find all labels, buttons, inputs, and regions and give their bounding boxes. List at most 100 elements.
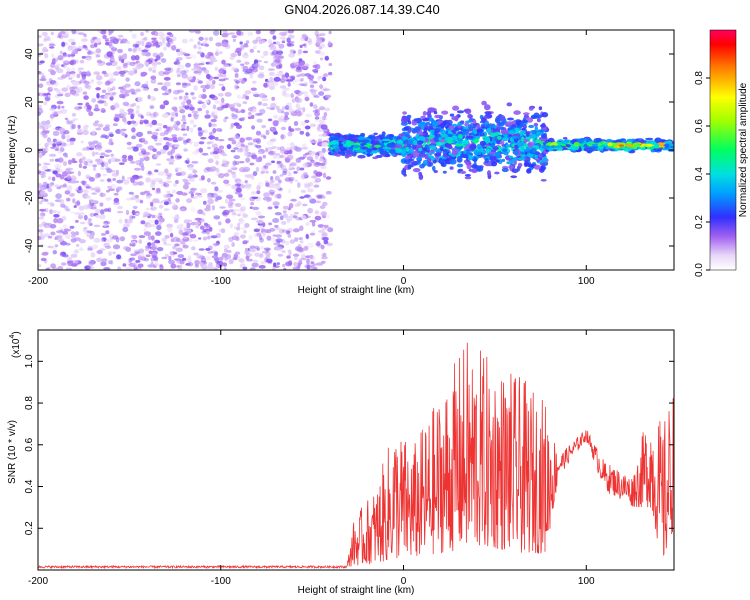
spec-blob — [100, 166, 105, 170]
spec-blob — [100, 209, 105, 215]
spec-blob — [185, 92, 189, 96]
spec-blob — [38, 35, 43, 38]
spec-blob — [150, 206, 158, 211]
spec-blob — [149, 113, 153, 116]
spec-blob — [194, 221, 200, 225]
spec-blob — [511, 136, 519, 139]
spec-blob — [268, 71, 275, 76]
spec-blob — [280, 126, 287, 131]
spec-blob — [103, 154, 110, 157]
spec-blob — [117, 48, 123, 54]
spec-blob — [284, 240, 290, 246]
spec-blob — [94, 104, 99, 110]
spec-blob — [515, 120, 521, 127]
spec-blob — [81, 180, 86, 186]
spec-blob — [322, 76, 327, 82]
spec-blob — [496, 159, 500, 163]
spec-blob — [193, 124, 197, 128]
spec-blob — [295, 90, 303, 97]
spec-blob — [328, 63, 333, 66]
spec-blob — [368, 135, 376, 140]
spec-blob — [206, 264, 214, 270]
spec-blob — [234, 208, 241, 212]
spec-blob — [90, 206, 97, 210]
spec-blob — [38, 53, 42, 57]
spec-blob — [328, 136, 334, 142]
snr-x-ticks: -200 -100 0 100 — [28, 330, 595, 587]
spec-blob — [276, 146, 282, 151]
spec-blob — [236, 226, 241, 231]
spec-blob — [464, 176, 472, 180]
spec-blob — [256, 144, 262, 149]
spec-blob — [312, 180, 319, 184]
spec-blob — [47, 202, 54, 205]
spec-blob — [534, 125, 538, 132]
spec-blob — [453, 127, 458, 132]
spec-blob — [129, 88, 136, 92]
spec-blob — [206, 141, 214, 144]
spec-blob — [304, 264, 311, 269]
spec-blob — [254, 245, 259, 250]
spec-blob — [484, 104, 491, 111]
spec-blob — [323, 112, 328, 117]
spec-blob — [235, 135, 240, 140]
spec-blob — [253, 93, 261, 98]
spec-blob — [591, 143, 599, 147]
spec-blob — [168, 142, 173, 148]
spec-blob — [235, 80, 240, 84]
spec-blob — [484, 111, 492, 115]
spec-blob — [323, 73, 329, 77]
spec-blob — [217, 73, 222, 78]
spec-blob — [110, 169, 116, 173]
spec-blob — [239, 206, 247, 212]
spec-blob — [152, 42, 156, 47]
spec-blob — [357, 136, 366, 140]
spec-blob — [480, 117, 487, 123]
spec-blob — [61, 134, 66, 140]
spec-blob — [147, 245, 152, 249]
spec-blob — [318, 51, 325, 56]
spec-blob — [207, 146, 211, 150]
spec-blob — [171, 136, 178, 140]
spec-blob — [211, 205, 215, 211]
spec-blob — [244, 180, 248, 184]
spec-blob — [250, 202, 255, 206]
snr-x-tick-label: -200 — [28, 576, 48, 587]
spec-blob — [166, 190, 171, 194]
spec-blob — [477, 151, 482, 155]
spec-blob — [129, 160, 136, 164]
spec-blob — [100, 152, 106, 155]
spec-blob — [247, 142, 254, 146]
spec-blob — [232, 174, 237, 178]
spec-blob — [230, 52, 237, 58]
spec-blob — [131, 127, 136, 133]
spec-blob — [108, 251, 113, 256]
snr-y-tick-label: 0.2 — [24, 521, 35, 535]
spec-blob — [52, 210, 57, 213]
spec-blob — [52, 250, 57, 255]
spec-blob — [150, 183, 156, 189]
spec-blob — [202, 236, 208, 241]
spec-blob — [47, 86, 53, 92]
spec-blob — [512, 133, 521, 137]
spec-blob — [100, 108, 106, 113]
spec-blob — [96, 72, 100, 77]
spec-blob — [83, 227, 88, 230]
spec-blob — [353, 144, 360, 149]
spec-blob — [257, 215, 266, 219]
spec-blob — [185, 56, 192, 60]
spec-blob — [283, 117, 290, 120]
spec-blob — [135, 88, 142, 93]
spec-blob — [307, 207, 313, 214]
spec-blob — [205, 110, 210, 114]
spec-blob — [72, 198, 76, 204]
spec-blob — [513, 160, 517, 166]
spec-blob — [191, 96, 197, 100]
spec-blob — [38, 171, 46, 176]
spec-blob — [190, 187, 198, 191]
spec-blob — [49, 63, 56, 68]
snr-x-tick-label: 0 — [401, 576, 407, 587]
spec-blob — [163, 201, 169, 206]
spec-blob — [200, 136, 207, 140]
spec-blob — [163, 182, 170, 188]
